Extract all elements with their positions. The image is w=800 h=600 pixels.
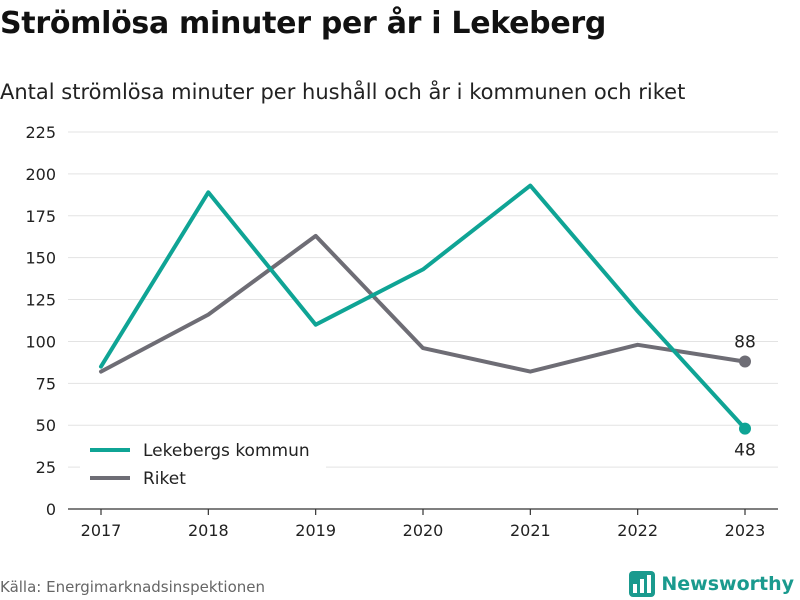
newsworthy-logo-icon (629, 571, 656, 597)
y-tick-label: 75 (36, 374, 56, 393)
y-tick-label: 175 (25, 207, 56, 226)
x-tick-label: 2019 (295, 521, 336, 540)
x-tick-label: 2021 (510, 521, 551, 540)
y-tick-label: 100 (25, 332, 56, 351)
x-tick-label: 2023 (725, 521, 766, 540)
y-tick-label: 225 (25, 123, 56, 142)
x-axis: 2017 2018 2019 2020 2021 2022 2023 (68, 508, 778, 540)
legend: Lekebergs kommun Riket (80, 434, 326, 494)
legend-label: Riket (143, 469, 186, 489)
legend-background (80, 434, 326, 494)
source-note: Källa: Energimarknadsinspektionen (0, 578, 266, 596)
series-line (99, 183, 747, 431)
y-tick-label: 150 (25, 249, 56, 268)
brand-logo[interactable]: Newsworthy (629, 569, 794, 599)
chart-title: Strömlösa minuter per år i Lekeberg (0, 6, 607, 41)
series-end-point (739, 422, 751, 435)
y-tick-label: 200 (25, 165, 56, 184)
x-tick-label: 2022 (617, 521, 658, 540)
x-tick-label: 2017 (81, 521, 122, 540)
x-tick-label: 2020 (403, 521, 444, 540)
y-axis: 0 25 50 75 100 125 150 175 200 225 (25, 123, 56, 519)
series-end-point (739, 355, 751, 368)
chart-subtitle: Antal strömlösa minuter per hushåll och … (0, 80, 686, 104)
x-tick-label: 2018 (188, 521, 229, 540)
series-end-label: 48 (734, 441, 756, 461)
series-end-label: 88 (734, 333, 756, 353)
legend-label: Lekebergs kommun (143, 441, 310, 461)
grid-lines (68, 131, 778, 468)
y-tick-label: 25 (36, 458, 56, 477)
series-line (99, 233, 747, 374)
y-tick-label: 50 (36, 416, 56, 435)
y-tick-label: 0 (46, 500, 56, 519)
series-lines: 88 48 (99, 183, 756, 461)
brand-name: Newsworthy (661, 573, 794, 595)
y-tick-label: 125 (25, 291, 56, 310)
